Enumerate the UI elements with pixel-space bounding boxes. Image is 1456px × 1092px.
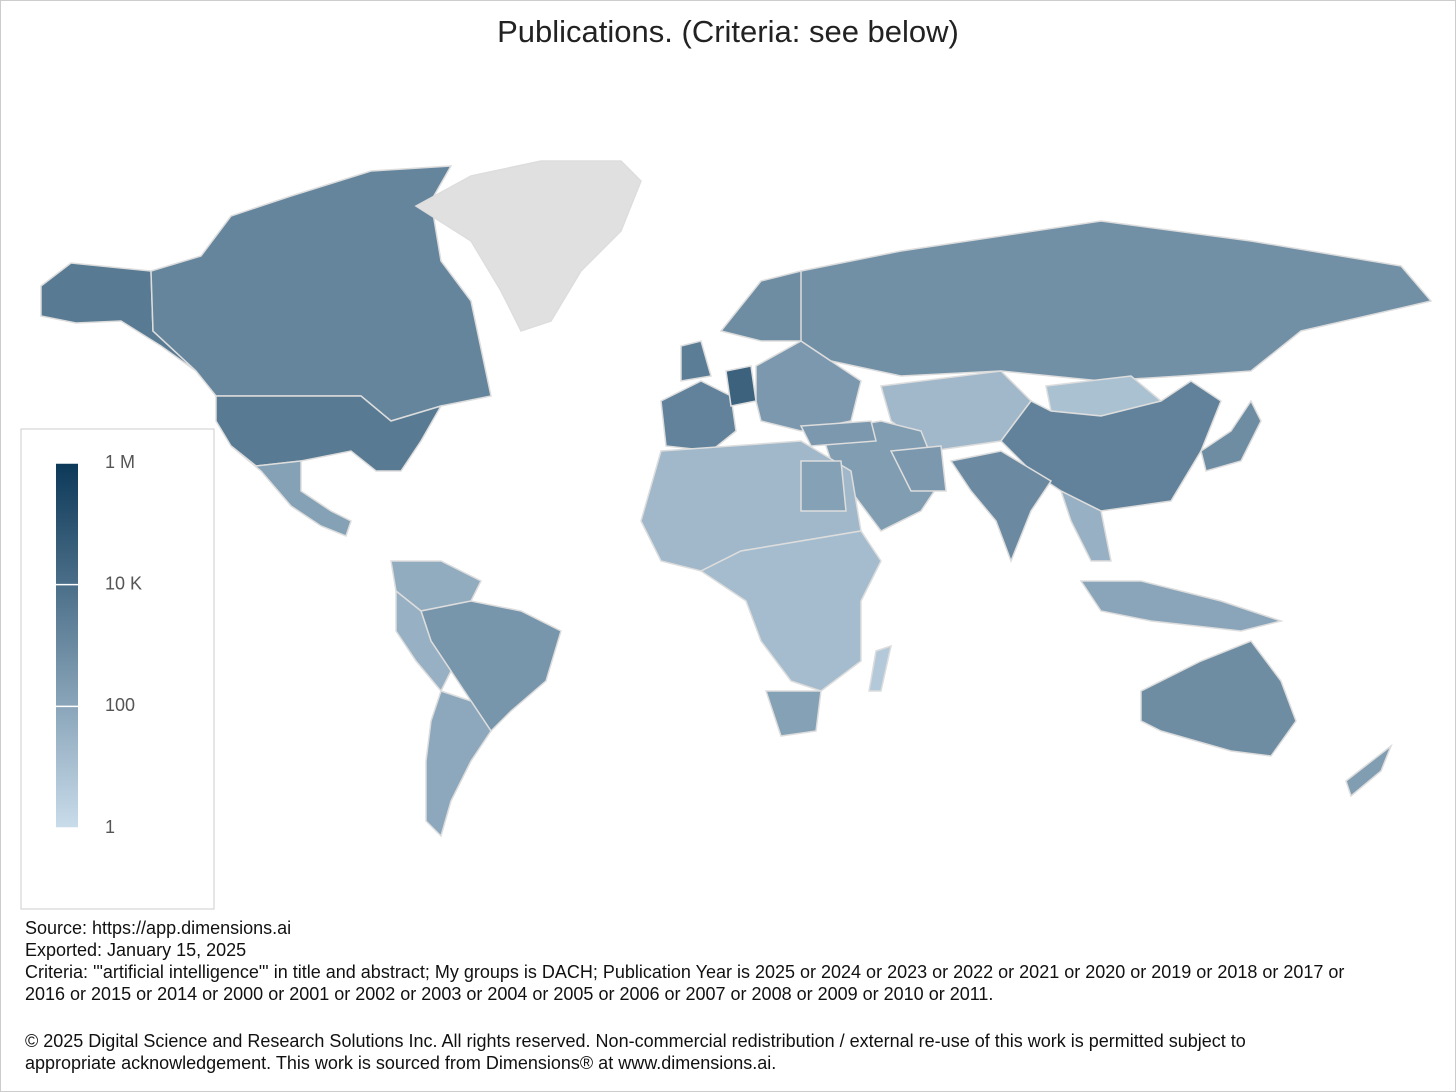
colorbar-label: 10 K xyxy=(105,573,142,593)
region xyxy=(1079,580,1284,632)
exported-note: Exported: January 15, 2025 xyxy=(25,940,247,960)
region xyxy=(230,445,352,537)
region xyxy=(425,690,492,838)
colorbar-label: 100 xyxy=(105,695,135,715)
region xyxy=(680,340,712,382)
region xyxy=(889,445,947,492)
region xyxy=(949,450,1053,564)
colorbar-label: 1 M xyxy=(105,452,135,472)
region xyxy=(699,530,882,692)
region xyxy=(414,160,642,332)
chart-title: Publications. (Criteria: see below) xyxy=(497,14,959,49)
region xyxy=(868,644,893,692)
legend-box xyxy=(20,428,215,910)
region xyxy=(1200,399,1262,472)
region xyxy=(150,165,492,422)
criteria-note: Criteria: '"artificial intelligence"' in… xyxy=(25,962,1345,1004)
region xyxy=(40,262,197,372)
region xyxy=(1345,743,1393,798)
region xyxy=(725,365,757,407)
region xyxy=(799,420,877,447)
regions xyxy=(40,160,1433,838)
region xyxy=(660,380,737,452)
region xyxy=(800,220,1433,382)
colorbar xyxy=(56,463,78,828)
region xyxy=(395,589,452,693)
source-note: Source: https://app.dimensions.ai xyxy=(25,918,292,938)
region xyxy=(764,690,822,737)
copyright-note: © 2025 Digital Science and Research Solu… xyxy=(25,1031,1246,1073)
colorbar-label: 1 xyxy=(105,817,115,837)
region xyxy=(1059,489,1112,562)
region xyxy=(1140,640,1297,757)
region xyxy=(800,460,847,512)
